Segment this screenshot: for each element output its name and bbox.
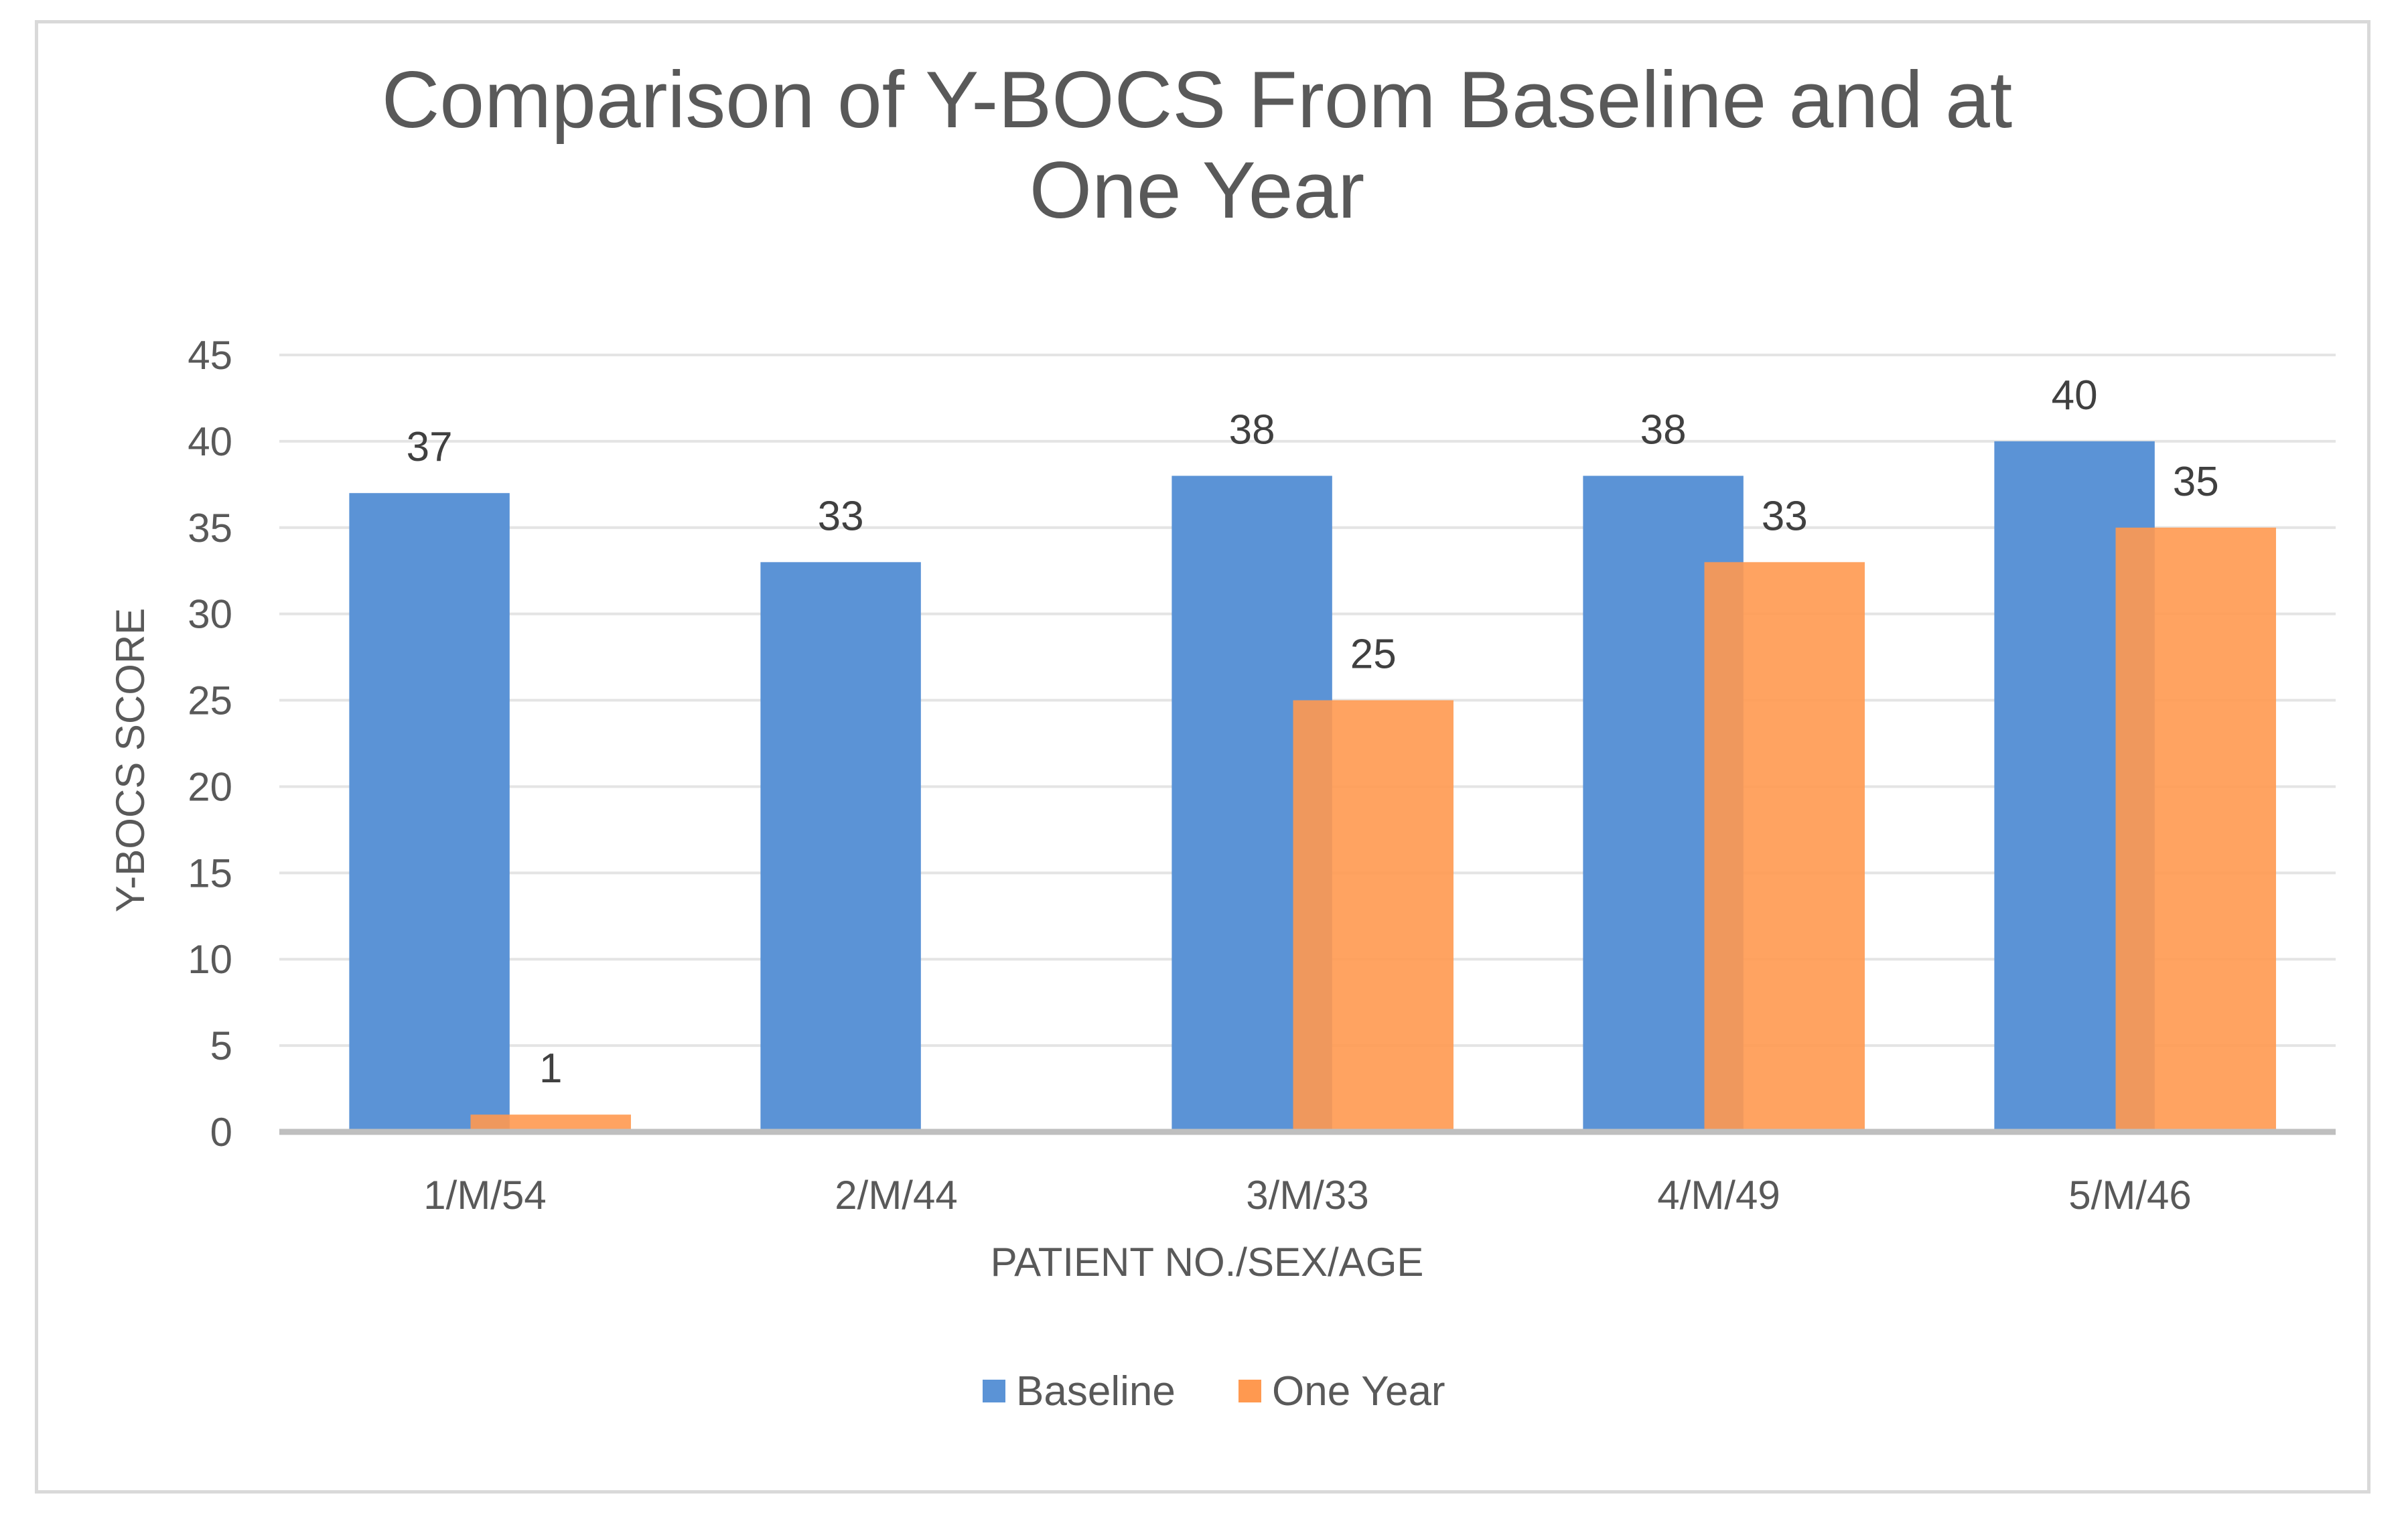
chart-title-line-1: Comparison of Y-BOCS From Baseline and a… <box>382 55 2013 145</box>
x-tick-label-1: 2/M/44 <box>835 1173 957 1218</box>
y-tick-label-40: 40 <box>188 419 232 464</box>
bar-baseline-0 <box>349 493 510 1132</box>
data-label-one-year-3: 33 <box>1762 493 1808 539</box>
y-tick-label-45: 45 <box>188 333 232 378</box>
axes: 0 5 10 15 20 25 30 35 40 45 1/M/54 2/M/44 3/M/33 4/M/… <box>188 333 2336 1218</box>
x-tick-label-2: 3/M/33 <box>1246 1173 1368 1218</box>
bar-baseline-1 <box>760 562 921 1132</box>
y-tick-label-5: 5 <box>210 1023 232 1068</box>
data-labels: 37 33 38 38 40 1 25 33 35 <box>407 372 2219 1092</box>
data-label-one-year-4: 35 <box>2173 459 2219 505</box>
chart-frame: 0 5 10 15 20 25 30 35 40 45 1/M/54 2/M/44 3/M/33 4/M/… <box>35 20 2370 1494</box>
bar-one-year-2 <box>1293 700 1454 1132</box>
data-label-baseline-3: 38 <box>1640 407 1687 453</box>
y-tick-label-15: 15 <box>188 851 232 895</box>
x-axis-title: PATIENT NO./SEX/AGE <box>991 1240 1424 1285</box>
legend-swatch-baseline <box>983 1380 1005 1402</box>
y-tick-label-10: 10 <box>188 937 232 982</box>
y-tick-label-35: 35 <box>188 506 232 551</box>
bars <box>349 441 2276 1132</box>
data-label-baseline-0: 37 <box>407 424 453 470</box>
bar-one-year-3 <box>1704 562 1865 1132</box>
x-tick-label-4: 5/M/46 <box>2068 1173 2191 1218</box>
legend-label-baseline: Baseline <box>1016 1368 1176 1415</box>
data-label-baseline-2: 38 <box>1229 407 1275 453</box>
data-label-baseline-1: 33 <box>818 493 864 539</box>
legend-label-one-year: One Year <box>1272 1368 1445 1415</box>
y-tick-label-20: 20 <box>188 764 232 809</box>
y-tick-label-30: 30 <box>188 592 232 637</box>
x-tick-label-3: 4/M/49 <box>1657 1173 1780 1218</box>
data-label-baseline-4: 40 <box>2052 372 2098 419</box>
y-tick-label-0: 0 <box>210 1110 232 1155</box>
y-tick-label-25: 25 <box>188 678 232 723</box>
chart-svg: 0 5 10 15 20 25 30 35 40 45 1/M/54 2/M/44 3/M/33 4/M/… <box>108 55 2336 1415</box>
data-label-one-year-0: 1 <box>539 1045 562 1092</box>
legend: Baseline One Year <box>983 1368 1445 1415</box>
chart-title-line-2: One Year <box>1030 145 1364 235</box>
data-label-one-year-2: 25 <box>1350 632 1397 678</box>
y-axis-title: Y-BOCS SCORE <box>108 608 153 913</box>
bar-one-year-4 <box>2115 527 2276 1132</box>
legend-swatch-one-year <box>1238 1380 1261 1402</box>
x-tick-label-0: 1/M/54 <box>423 1173 546 1218</box>
